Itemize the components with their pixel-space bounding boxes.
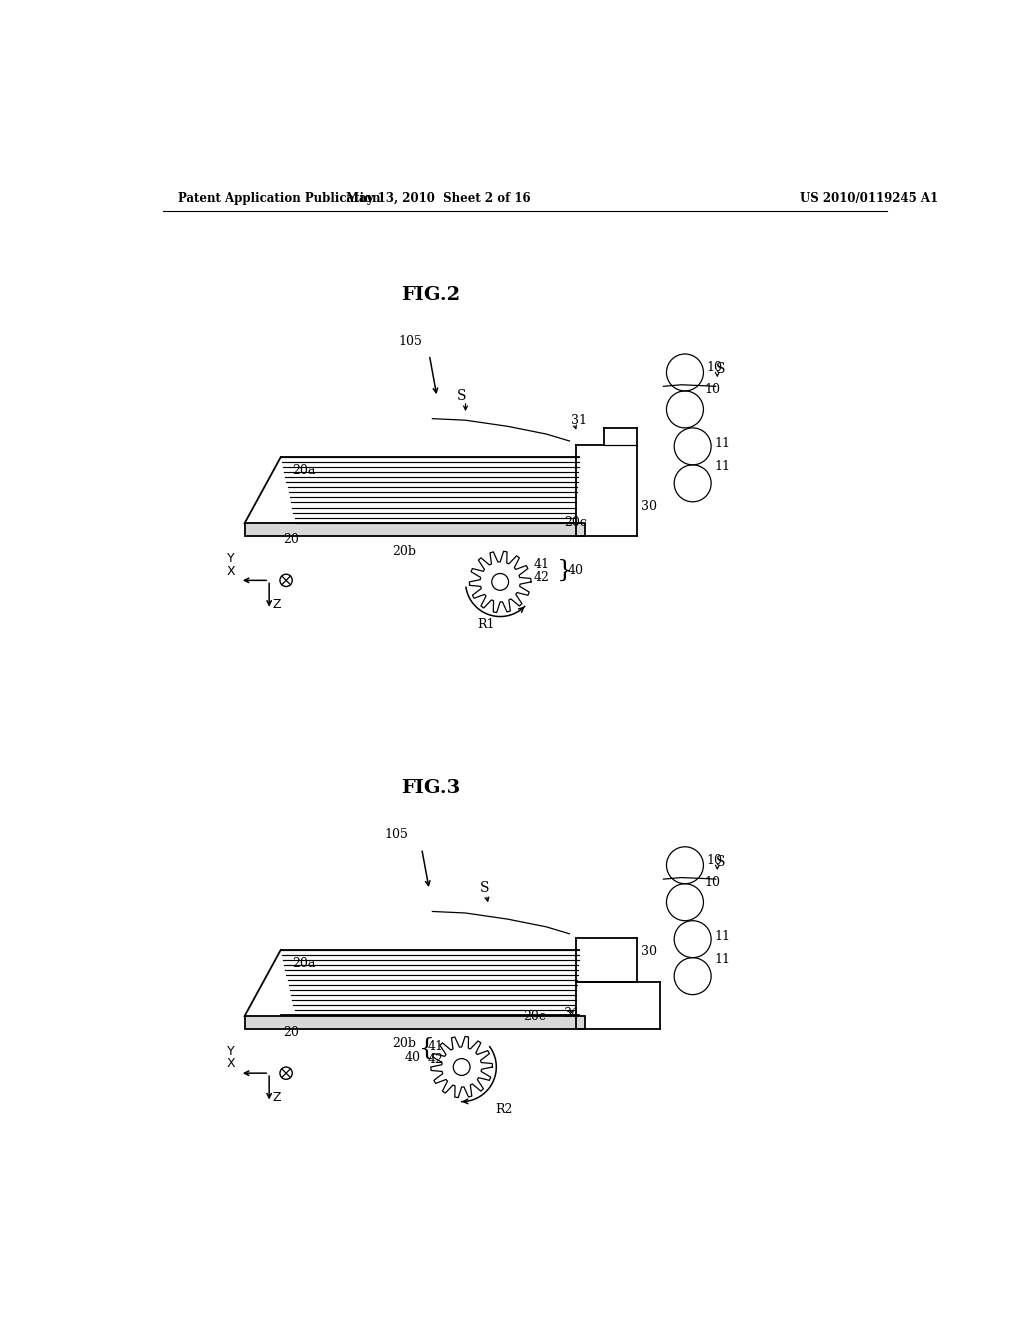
- Text: 11: 11: [714, 953, 730, 966]
- Text: 42: 42: [428, 1053, 443, 1065]
- Text: Patent Application Publication: Patent Application Publication: [178, 191, 381, 205]
- Polygon shape: [245, 524, 585, 536]
- Text: Z: Z: [272, 1090, 281, 1104]
- Text: Y: Y: [227, 1045, 234, 1059]
- Text: 20a: 20a: [292, 463, 315, 477]
- Text: US 2010/0119245 A1: US 2010/0119245 A1: [801, 191, 939, 205]
- Text: 10: 10: [707, 854, 723, 867]
- Text: S: S: [716, 855, 725, 869]
- Text: 20: 20: [283, 1026, 299, 1039]
- Text: 31: 31: [571, 413, 587, 426]
- Text: May 13, 2010  Sheet 2 of 16: May 13, 2010 Sheet 2 of 16: [346, 191, 530, 205]
- Text: 20: 20: [283, 533, 299, 546]
- Text: 41: 41: [428, 1040, 443, 1053]
- Text: R1: R1: [477, 618, 495, 631]
- Text: 20a: 20a: [292, 957, 315, 970]
- Text: 20c: 20c: [564, 516, 587, 529]
- Text: 20c: 20c: [523, 1010, 546, 1023]
- Text: 10: 10: [705, 383, 720, 396]
- Text: FIG.2: FIG.2: [401, 286, 461, 305]
- Text: 41: 41: [535, 557, 550, 570]
- Text: S: S: [716, 363, 725, 376]
- Text: 105: 105: [398, 335, 422, 348]
- Text: Z: Z: [272, 598, 281, 611]
- Polygon shape: [245, 1016, 585, 1028]
- Text: 20b: 20b: [392, 1038, 417, 1051]
- Text: 30: 30: [641, 945, 657, 958]
- Text: S: S: [457, 388, 466, 403]
- Text: 42: 42: [535, 570, 550, 583]
- Text: S: S: [480, 882, 489, 895]
- Text: R2: R2: [496, 1102, 513, 1115]
- Text: }: }: [557, 558, 573, 582]
- Text: X: X: [226, 565, 234, 578]
- Text: {: {: [419, 1038, 434, 1060]
- Text: 105: 105: [385, 828, 409, 841]
- Text: 30: 30: [641, 500, 657, 513]
- Text: Y: Y: [227, 552, 234, 565]
- Text: 11: 11: [714, 929, 730, 942]
- Text: X: X: [226, 1057, 234, 1071]
- Text: FIG.3: FIG.3: [401, 779, 461, 797]
- Text: 10: 10: [707, 362, 723, 375]
- Text: 31: 31: [564, 1007, 580, 1019]
- Text: 11: 11: [714, 459, 730, 473]
- Text: 40: 40: [404, 1051, 421, 1064]
- Text: 20b: 20b: [392, 545, 417, 557]
- Text: 11: 11: [714, 437, 730, 450]
- Text: 40: 40: [568, 564, 584, 577]
- Text: 10: 10: [705, 875, 720, 888]
